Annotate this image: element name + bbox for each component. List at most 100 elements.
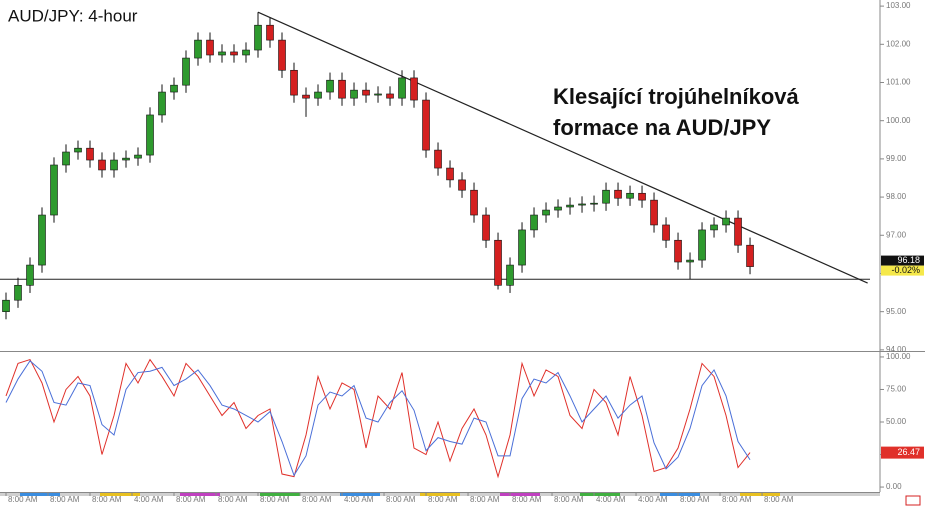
candle-body xyxy=(470,189,478,216)
candle-body xyxy=(50,164,58,216)
session-bar xyxy=(0,493,880,496)
session-segment xyxy=(100,493,140,496)
x-tick-label: 8:00 AM xyxy=(176,495,206,504)
x-tick-label: 8:00 AM xyxy=(428,495,458,504)
session-segment xyxy=(580,493,620,496)
annotation: Klesající trojúhelníková xyxy=(553,84,800,109)
candle-body xyxy=(74,147,82,153)
change-tag-bg xyxy=(881,265,924,276)
value-tag: 26.47 xyxy=(897,447,920,457)
candle-body xyxy=(38,214,46,266)
candle-body xyxy=(86,147,94,161)
candle-body xyxy=(734,217,742,246)
candle-body xyxy=(182,57,190,86)
y-tick-label: 102.00 xyxy=(886,39,911,48)
x-tick-label: 8:00 AM xyxy=(260,495,290,504)
candle-body xyxy=(602,189,610,204)
x-tick-label: 4:00 AM xyxy=(638,495,668,504)
y-tick-label: 100.00 xyxy=(886,352,911,361)
candle-body xyxy=(482,214,490,241)
session-segment xyxy=(740,493,780,496)
y-tick-label: 98.00 xyxy=(886,192,907,201)
candle-body xyxy=(746,244,754,267)
y-tick-label: 101.00 xyxy=(886,78,911,87)
candle-body xyxy=(458,179,466,191)
candle-body xyxy=(278,39,286,71)
x-tick-label: 8:00 AM xyxy=(302,495,332,504)
annotation: formace na AUD/JPY xyxy=(553,115,771,140)
candle-body xyxy=(446,167,454,181)
x-tick-label: 8:00 AM xyxy=(554,495,584,504)
candle-body xyxy=(626,192,634,199)
candle-body xyxy=(494,239,502,286)
candle-body xyxy=(134,154,142,159)
candle-body xyxy=(194,39,202,59)
candle-body xyxy=(14,285,22,301)
candle-body xyxy=(530,214,538,231)
candle-body xyxy=(302,94,310,99)
candle-body xyxy=(158,91,166,116)
y-tick-label: 0.00 xyxy=(886,482,902,491)
candle-body xyxy=(2,299,10,312)
y-tick-label: 100.00 xyxy=(886,116,911,125)
x-tick-label: 8:00 AM xyxy=(50,495,80,504)
x-tick-label: 4:00 AM xyxy=(134,495,164,504)
candle-body xyxy=(554,206,562,211)
y-tick-label: 97.00 xyxy=(886,230,907,239)
candle-body xyxy=(650,199,658,226)
candle-body xyxy=(242,49,250,56)
x-tick-label: 8:00 AM xyxy=(764,495,794,504)
candle-body xyxy=(710,224,718,231)
candle-body xyxy=(218,51,226,56)
candle-body xyxy=(662,224,670,241)
candle-body xyxy=(686,259,694,263)
candle-body xyxy=(170,84,178,93)
candle-body xyxy=(590,202,598,205)
session-segment xyxy=(500,493,540,496)
x-tick-label: 8:00 AM xyxy=(8,495,38,504)
price-tag: 96.18 xyxy=(897,255,920,265)
candle-body xyxy=(578,203,586,206)
y-tick-label: 103.00 xyxy=(886,1,911,10)
candle-body xyxy=(206,39,214,56)
candle-body xyxy=(566,204,574,208)
candle-body xyxy=(638,192,646,201)
candle-body xyxy=(98,159,106,171)
candle-body xyxy=(722,217,730,226)
candle-body xyxy=(410,77,418,101)
candle-body xyxy=(314,91,322,99)
candle-body xyxy=(386,93,394,99)
y-tick-label: 95.00 xyxy=(886,307,907,316)
candle-body xyxy=(338,79,346,99)
candle-body xyxy=(698,229,706,261)
y-tick-label: 94.00 xyxy=(886,345,907,354)
candle-body xyxy=(506,264,514,286)
x-tick-label: 8:00 AM xyxy=(218,495,248,504)
x-tick-label: 4:00 AM xyxy=(596,495,626,504)
x-tick-label: 4:00 AM xyxy=(344,495,374,504)
x-tick-label: 8:00 AM xyxy=(92,495,122,504)
change-tag: -0.02% xyxy=(891,265,920,275)
oscillator-line xyxy=(5,360,751,477)
candle-body xyxy=(146,114,154,156)
candle-body xyxy=(254,24,262,51)
candle-body xyxy=(434,149,442,169)
candle-body xyxy=(614,189,622,199)
value-tag-bg xyxy=(881,446,924,459)
session-segment xyxy=(260,493,300,496)
candle-body xyxy=(350,89,358,99)
candle-body xyxy=(326,79,334,93)
scroll-button[interactable] xyxy=(905,495,921,506)
candle-body xyxy=(110,159,118,171)
trend-line xyxy=(257,11,868,284)
x-tick-label: 8:00 AM xyxy=(512,495,542,504)
candle-body xyxy=(230,51,238,56)
candle-body xyxy=(422,99,430,151)
candle-body xyxy=(62,151,70,166)
y-tick-label: 75.00 xyxy=(886,385,907,394)
oscillator-line xyxy=(5,358,751,479)
session-segment xyxy=(420,493,460,496)
